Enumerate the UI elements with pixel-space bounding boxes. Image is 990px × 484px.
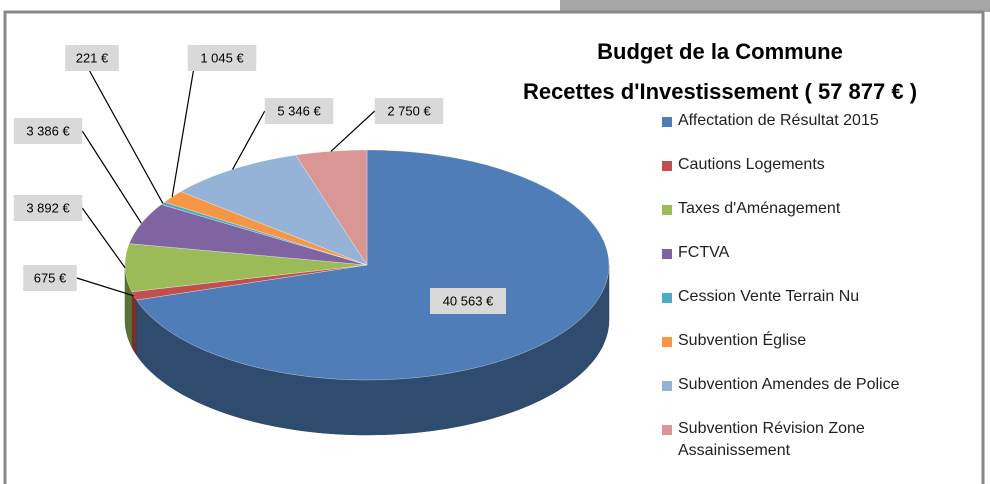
pie-slice xyxy=(131,264,368,356)
legend-item: Affectation de Résultat 2015 xyxy=(662,110,962,154)
data-label-box xyxy=(13,195,83,221)
frame xyxy=(3,10,985,484)
legend-label: Subvention Église xyxy=(678,332,807,349)
data-label-box xyxy=(187,45,257,71)
legend-swatch xyxy=(662,117,672,127)
data-label: 2 750 € xyxy=(387,103,431,118)
legend-label: Affectation de Résultat 2015 xyxy=(678,112,879,129)
legend-label: Subvention Révision Zone Assainissement xyxy=(678,420,865,459)
data-label: 5 346 € xyxy=(277,103,321,118)
legend-item: Taxes d'Aménagement xyxy=(662,198,962,242)
data-label-box xyxy=(65,45,119,71)
leader-line xyxy=(330,110,376,152)
data-label-box xyxy=(13,118,83,144)
legend-swatch xyxy=(662,161,672,171)
legend-swatch xyxy=(662,381,672,391)
data-label: 3 892 € xyxy=(26,200,70,215)
legend-item: Subvention Église xyxy=(662,330,962,374)
legend-item: Cession Vente Terrain Nu xyxy=(662,286,962,330)
leader-line xyxy=(232,110,266,170)
legend-item: Cautions Logements xyxy=(662,154,962,198)
legend-item: Subvention Amendes de Police xyxy=(662,374,962,418)
data-label-box xyxy=(264,98,334,124)
data-label: 1 045 € xyxy=(200,50,244,65)
chart-title: Budget de la Commune xyxy=(597,39,843,64)
leader-line xyxy=(81,130,142,224)
slice-side xyxy=(131,291,137,356)
data-label-box xyxy=(374,98,444,124)
data-label: 3 386 € xyxy=(26,123,70,138)
legend-item: Subvention Révision Zone Assainissement xyxy=(662,418,898,462)
frame-tab xyxy=(560,0,990,12)
legend-swatch xyxy=(662,337,672,347)
data-label: 221 € xyxy=(76,50,109,65)
legend-label: Cautions Logements xyxy=(678,156,825,173)
legend-swatch xyxy=(662,293,672,303)
slice-top xyxy=(136,149,610,381)
chart-subtitle: Recettes d'Investissement ( 57 877 € ) xyxy=(523,79,917,104)
legend-item: FCTVA xyxy=(662,242,962,286)
legend-label: Taxes d'Aménagement xyxy=(678,200,841,217)
leader-line xyxy=(81,207,126,269)
data-label-box xyxy=(430,288,506,314)
legend-swatch xyxy=(662,249,672,259)
legend-swatch xyxy=(662,425,672,435)
legend-label: FCTVA xyxy=(678,244,730,261)
legend-label: Cession Vente Terrain Nu xyxy=(678,288,860,305)
legend-swatch xyxy=(662,205,672,215)
pie-slice xyxy=(128,204,368,266)
data-label-box xyxy=(23,265,77,291)
leader-line xyxy=(76,277,135,297)
data-label: 675 € xyxy=(34,270,67,285)
data-label: 40 563 € xyxy=(443,293,494,308)
slice-top xyxy=(128,204,368,266)
legend-label: Subvention Amendes de Police xyxy=(678,376,900,393)
legend: Affectation de Résultat 2015 Cautions Log… xyxy=(662,110,962,462)
leader-line xyxy=(74,44,164,204)
